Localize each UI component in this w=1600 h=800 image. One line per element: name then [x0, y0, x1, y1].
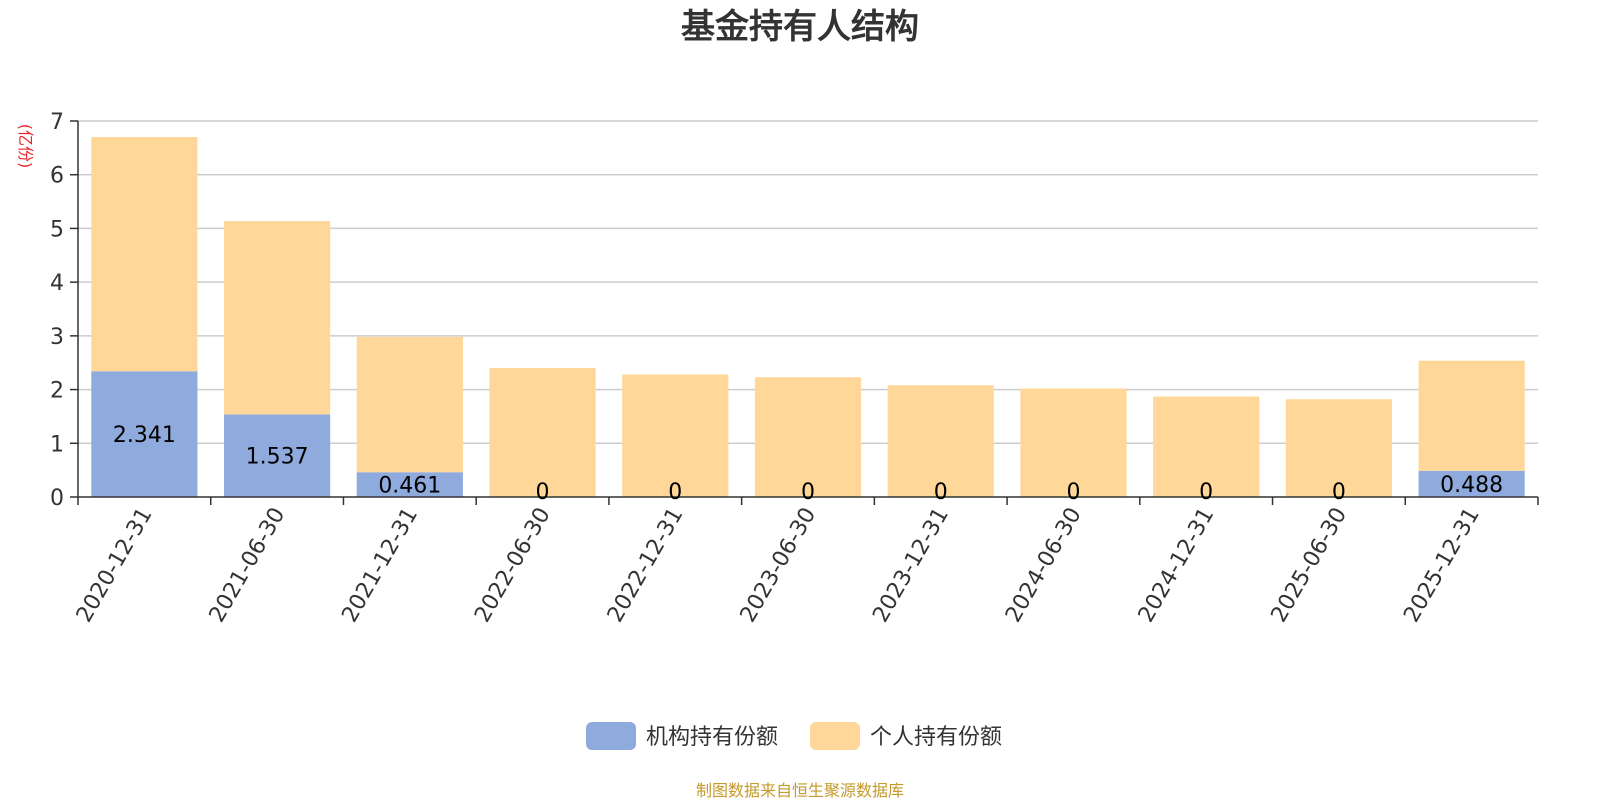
legend-swatch-institution: [586, 722, 636, 750]
bar-individual-2023-06-30[interactable]: [754, 377, 862, 497]
bar-individual-2022-06-30[interactable]: [489, 368, 596, 497]
bar-institution-2021-06-30[interactable]: [224, 414, 331, 497]
y-tick-label-6: 6: [50, 164, 64, 189]
data-label-institution-2024-12-31: 0: [1199, 480, 1213, 505]
y-tick-label-5: 5: [50, 217, 64, 242]
data-label-institution-2024-06-30: 0: [1066, 480, 1080, 505]
x-tick-label-2020-12-31: 2020-12-31: [72, 504, 158, 627]
x-tick-label-2022-12-31: 2022-12-31: [603, 504, 689, 627]
x-tick-label-2023-12-31: 2023-12-31: [868, 504, 954, 627]
legend-swatch-individual: [810, 722, 860, 750]
bar-individual-2022-12-31[interactable]: [622, 374, 729, 497]
data-label-institution-2025-06-30: 0: [1332, 480, 1346, 505]
bar-individual-2024-06-30[interactable]: [1020, 388, 1127, 497]
legend: 机构持有份额 个人持有份额: [586, 722, 1002, 750]
legend-label-individual: 个人持有份额: [870, 725, 1002, 750]
y-tick-label-3: 3: [50, 325, 64, 350]
x-tick-label-2021-06-30: 2021-06-30: [205, 504, 291, 627]
data-label-institution-2021-12-31: 0.461: [378, 474, 441, 499]
bar-institution-2025-12-31[interactable]: [1418, 470, 1525, 497]
y-tick-label-0: 0: [50, 486, 64, 511]
y-axis-unit: (亿份): [16, 124, 35, 169]
bar-individual-2024-12-31[interactable]: [1153, 396, 1260, 497]
bar-individual-2025-06-30[interactable]: [1285, 399, 1392, 497]
bar-individual-2025-12-31[interactable]: [1418, 360, 1525, 471]
data-labels: 2.341 1.537 0.461 0 0 0 0 0 0 0 0.488: [113, 423, 1503, 505]
data-label-institution-2022-06-30: 0: [536, 480, 550, 505]
legend-item-individual[interactable]: 个人持有份额: [810, 722, 1002, 750]
data-label-institution-2021-06-30: 1.537: [246, 445, 309, 470]
x-tick-label-2025-06-30: 2025-06-30: [1267, 504, 1353, 627]
data-label-institution-2023-06-30: 0: [801, 480, 815, 505]
source-note: 制图数据来自恒生聚源数据库: [696, 781, 904, 800]
bar-individual-2021-06-30[interactable]: [224, 221, 331, 415]
x-tick-label-2023-06-30: 2023-06-30: [736, 504, 822, 627]
bar-institution-2020-12-31[interactable]: [91, 371, 198, 497]
legend-label-institution: 机构持有份额: [646, 725, 778, 750]
data-label-institution-2020-12-31: 2.341: [113, 423, 176, 448]
x-tick-label-2024-06-30: 2024-06-30: [1001, 504, 1087, 627]
y-tick-label-1: 1: [50, 432, 64, 457]
y-tick-label-4: 4: [50, 271, 64, 296]
chart-title: 基金持有人结构: [681, 7, 919, 47]
bar-institution-2021-12-31[interactable]: [356, 472, 463, 497]
bar-individual-2023-12-31[interactable]: [887, 385, 994, 497]
x-tick-label-2024-12-31: 2024-12-31: [1134, 504, 1220, 627]
x-tick-label-2022-06-30: 2022-06-30: [470, 504, 556, 627]
x-tick-label-2021-12-31: 2021-12-31: [337, 504, 423, 627]
bar-individual-2020-12-31[interactable]: [91, 137, 198, 372]
bar-individual-2021-12-31[interactable]: [356, 336, 463, 473]
data-label-institution-2022-12-31: 0: [668, 480, 682, 505]
data-label-institution-2025-12-31: 0.488: [1440, 473, 1503, 498]
data-label-institution-2023-12-31: 0: [934, 480, 948, 505]
legend-item-institution[interactable]: 机构持有份额: [586, 722, 778, 750]
y-tick-label-2: 2: [50, 379, 64, 404]
y-tick-label-7: 7: [50, 110, 64, 135]
x-tick-label-2025-12-31: 2025-12-31: [1399, 504, 1485, 627]
bars: [91, 137, 1525, 497]
